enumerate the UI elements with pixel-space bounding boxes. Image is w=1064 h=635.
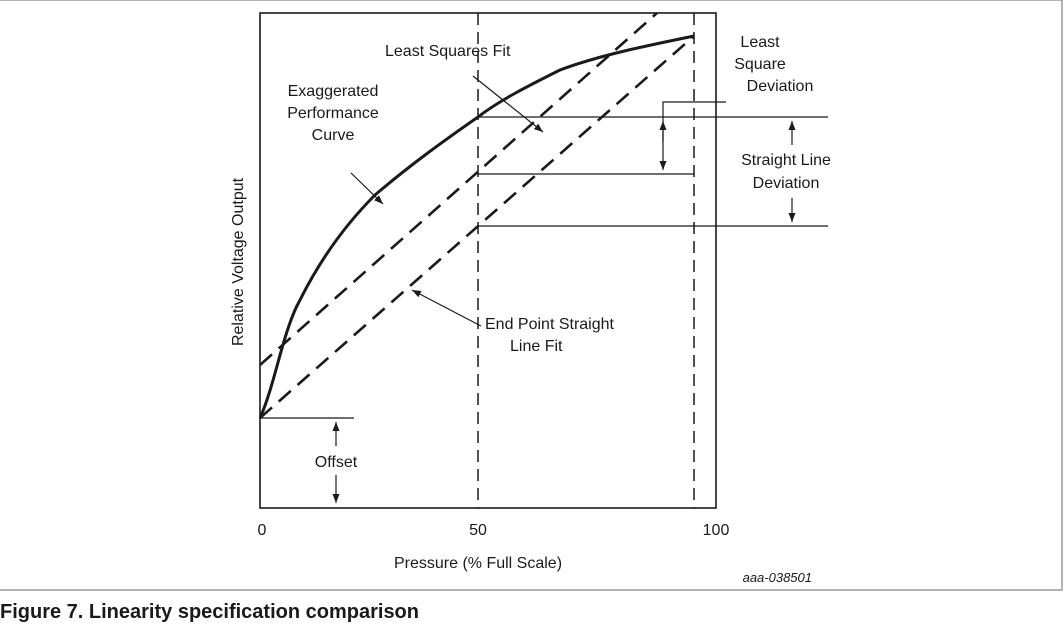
x-axis-title: Pressure (% Full Scale) [394, 555, 562, 572]
straight-line-deviation-label-line2: Deviation [753, 175, 820, 192]
straight-line-deviation-label-line1: Straight Line [741, 152, 831, 169]
figure-caption: Figure 7. Linearity specification compar… [0, 601, 419, 623]
exaggerated-curve-label-line2: Performance [287, 105, 379, 122]
exaggerated-curve-label-line1: Exaggerated [288, 83, 379, 100]
offset-label: Offset [315, 454, 358, 471]
x-tick-100: 100 [703, 522, 730, 539]
least-square-deviation-label-line2: Square [734, 56, 786, 73]
x-tick-50: 50 [469, 522, 487, 539]
end-point-fit-line [259, 35, 695, 419]
performance-curve-leader [350, 172, 384, 205]
x-tick-0: 0 [258, 522, 267, 539]
end-point-fit-leader [411, 289, 482, 327]
y-axis-title: Relative Voltage Output [230, 177, 247, 346]
exaggerated-curve-label-line3: Curve [312, 127, 355, 144]
figure-border [0, 0, 1063, 591]
least-squares-fit-line [259, 12, 658, 366]
least-square-deviation-label-line1: Least [740, 34, 780, 51]
least-squares-fit-label: Least Squares Fit [385, 43, 511, 60]
end-point-fit-label-line2: Line Fit [510, 338, 563, 355]
figure-id: aaa-038501 [743, 570, 812, 585]
plot-frame [259, 12, 717, 509]
least-squares-fit-leader [472, 75, 544, 133]
end-point-fit-label-line1: End Point Straight [485, 316, 615, 333]
least-square-deviation-label-line3: Deviation [747, 78, 814, 95]
performance-curve [258, 34, 695, 419]
